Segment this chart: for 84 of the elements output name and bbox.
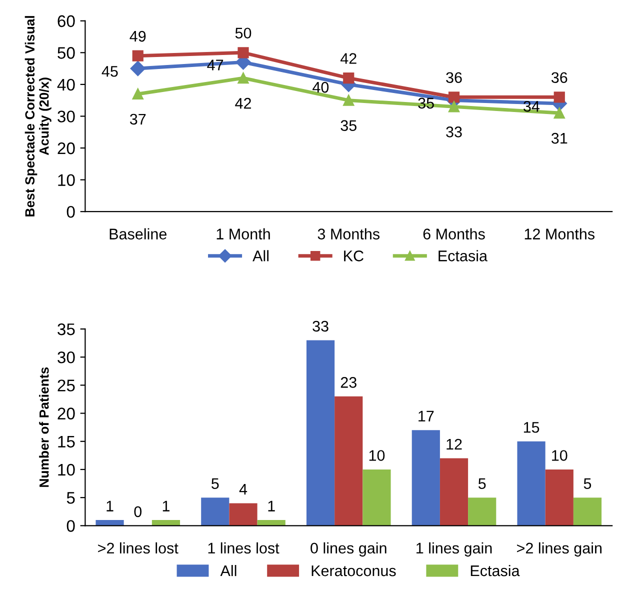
bar [412,430,440,526]
bar [573,498,602,526]
data-label: 15 [524,422,540,433]
y-tick-label: 20 [58,408,75,420]
data-label: 37 [130,114,146,125]
x-tick-label: >2 lines lost [98,542,178,554]
x-tick-label: 3 Months [318,228,380,240]
data-label: 10 [369,450,385,461]
data-label: 40 [312,82,329,93]
legend-label: All [252,250,268,262]
data-label: 34 [524,100,540,112]
data-label: 1 [268,500,275,512]
data-label: 36 [551,72,568,84]
data-label: 5 [212,478,219,489]
x-tick-label: 1 Month [216,228,270,240]
x-tick-label: 12 Months [524,228,594,240]
data-label: 17 [418,410,434,422]
data-label: 12 [446,438,462,450]
x-tick-label: 6 Months [423,228,485,240]
bar [440,458,468,526]
y-tick-label: 20 [58,142,75,154]
x-tick-label: 1 lines lost [208,542,280,554]
y-axis-title: Number of Patients [39,367,49,487]
data-label: 45 [102,66,118,77]
point [132,88,144,100]
y-tick-label: 5 [66,492,75,504]
y-tick-label: 25 [58,380,75,392]
point [343,94,354,106]
legend-label: Ectasia [438,250,488,262]
y-tick-label: 40 [57,78,75,91]
y-tick-label: 60 [58,15,75,28]
bar [468,498,496,526]
data-label: 36 [446,72,462,84]
y-tick-label: 0 [66,520,75,532]
bar [306,340,335,526]
data-label: 10 [552,450,568,461]
bar [362,469,391,526]
point [448,92,460,103]
point [448,101,460,112]
bar [229,503,258,526]
x-tick-label: Baseline [110,228,166,240]
data-label: 31 [551,132,568,144]
data-label: 1 [162,500,170,512]
data-label: 42 [235,98,251,109]
bar [201,498,230,526]
y-tick-label: 50 [58,47,75,59]
point [238,47,249,58]
legend-label: All [220,564,236,576]
legend-label: Keratoconus [312,566,396,576]
data-label: 35 [340,120,356,131]
y-tick-label: 0 [66,206,75,218]
bar [96,520,124,526]
y-tick-label: 10 [58,464,75,476]
bar [334,396,363,526]
x-tick-label: 1 lines gain [416,542,492,557]
bar [545,469,574,526]
x-tick-label: >2 lines gain [517,542,602,557]
point [130,60,146,76]
data-label: 42 [340,53,356,64]
x-tick-label: 0 lines gain [310,542,386,557]
legend-label: Ectasia [470,564,520,576]
y-tick-label: 15 [58,436,75,448]
point [238,72,249,84]
data-label: 33 [312,320,328,332]
point [343,72,354,84]
data-label: 1 [106,500,114,512]
data-label: 5 [478,478,486,489]
legend-label: KC [344,250,364,262]
data-label: 33 [446,126,462,138]
y-tick-label: 30 [58,351,75,364]
data-label: 50 [235,28,252,39]
data-label: 5 [584,478,592,489]
data-label: 0 [134,506,142,518]
point [554,107,565,119]
point [554,92,565,103]
bar [517,441,546,526]
y-tick-label: 10 [58,174,75,186]
y-axis-title: Best Spectacle Corrected Visual Acuity (20/x) [24,16,52,216]
data-label: 23 [340,377,356,388]
data-label: 4 [239,484,248,494]
data-label: 49 [130,30,146,42]
y-tick-label: 30 [58,110,75,122]
y-tick-label: 35 [58,323,75,336]
point [132,50,144,62]
